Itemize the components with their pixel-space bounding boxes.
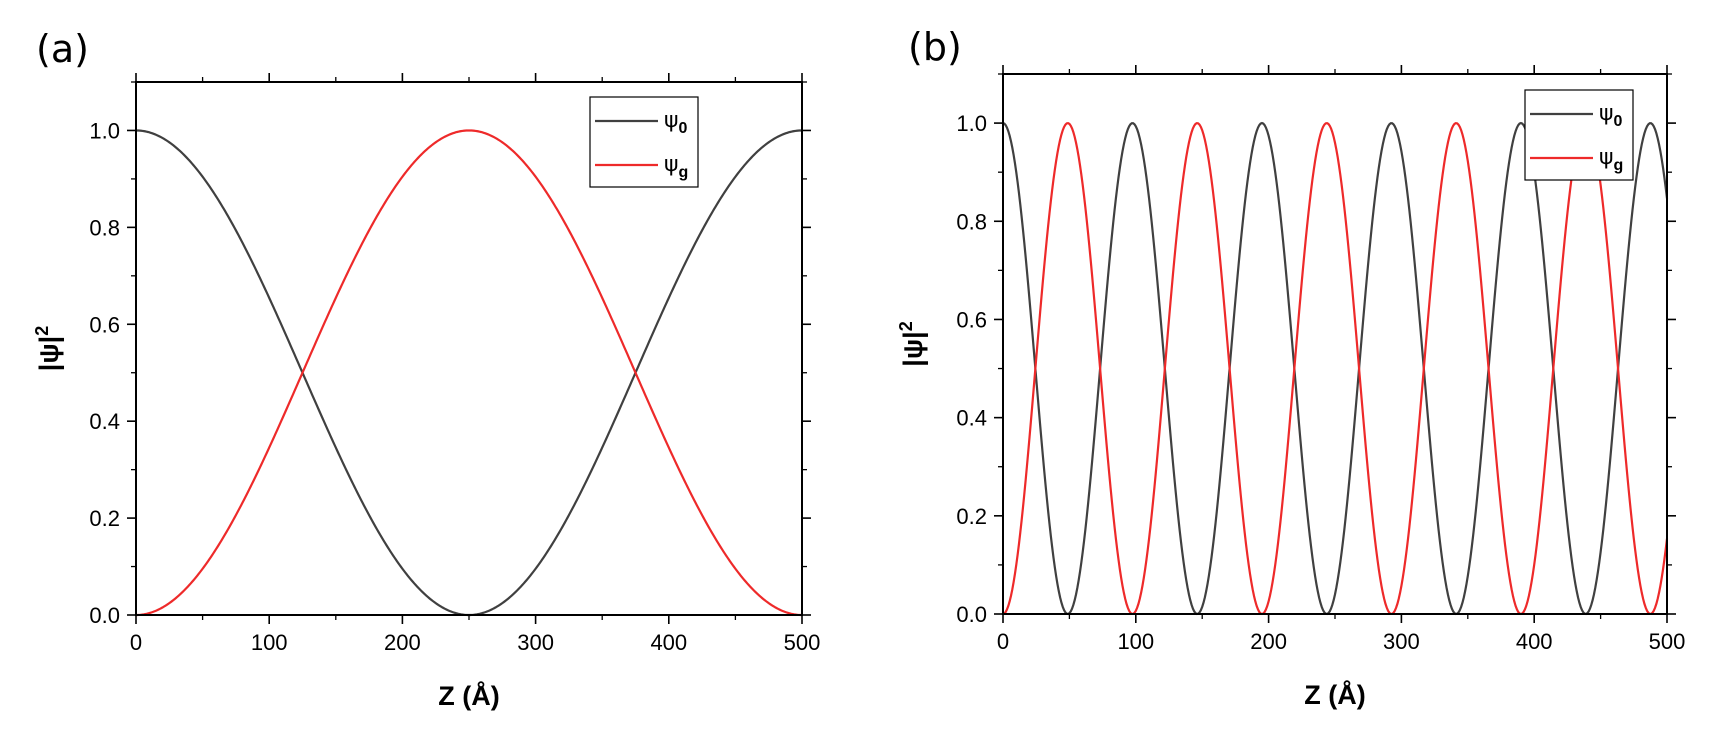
x-tick-label: 0 — [130, 630, 142, 655]
x-axis-title: Z (Å) — [1304, 679, 1365, 710]
x-tick-label: 100 — [251, 630, 288, 655]
y-tick-label: 0.6 — [89, 312, 120, 337]
x-axis-title: Z (Å) — [438, 680, 499, 711]
series-line-psi-0 — [1002, 121, 1669, 616]
series-line-psi-0 — [135, 129, 803, 617]
legend-box — [589, 96, 699, 188]
legend-sub: g — [679, 164, 689, 181]
legend-box — [1524, 89, 1634, 181]
y-axis-title-sup: 2 — [896, 321, 916, 331]
legend-label: ψ — [1599, 145, 1614, 170]
legend-entry-psi-g: ψg — [1599, 145, 1623, 174]
y-axis-title: |ψ|2 — [896, 321, 928, 366]
legend: ψ0 ψg — [589, 96, 699, 188]
legend-sub: 0 — [1614, 113, 1623, 130]
panel-label: (a) — [36, 27, 89, 71]
y-tick-label: 0.8 — [89, 215, 120, 240]
y-tick-label: 0.4 — [89, 409, 120, 434]
plot-frame — [135, 81, 803, 616]
legend-sub: g — [1614, 157, 1624, 174]
y-tick-label: 0.4 — [956, 406, 987, 431]
y-axis-title-base: |ψ| — [34, 336, 64, 371]
y-tick-label: 0.6 — [956, 307, 987, 332]
svg-text:|ψ|2: |ψ|2 — [896, 321, 928, 366]
y-axis-title-sup: 2 — [32, 326, 52, 336]
x-tick-label: 300 — [1383, 629, 1420, 654]
x-tick-label: 500 — [784, 630, 821, 655]
y-tick-label: 0.8 — [956, 209, 987, 234]
svg-text:|ψ|2: |ψ|2 — [32, 326, 64, 371]
panel-label: (b) — [908, 25, 962, 69]
legend-entry-psi-0: ψ0 — [664, 108, 688, 137]
y-tick-label: 0.2 — [89, 506, 120, 531]
legend-label: ψ — [1599, 101, 1614, 126]
legend-label: ψ — [664, 152, 679, 177]
x-tick-label: 500 — [1649, 629, 1686, 654]
panel-b: (b) 0 100 200 300 400 500 0.0 0.2 0.4 0.6 0.8 1.0 Z… — [896, 25, 1685, 710]
legend-sub: 0 — [679, 120, 688, 137]
series-line-psi-g — [1002, 121, 1669, 616]
y-axis-title-base: |ψ| — [898, 331, 928, 366]
x-tick-label: 0 — [997, 629, 1009, 654]
y-tick-label: 1.0 — [89, 118, 120, 143]
legend-entry-psi-g: ψg — [664, 152, 688, 181]
panel-a: (a) 0 100 200 300 400 500 0.0 0.2 0.4 0.6 0.8 1.0 Z… — [32, 27, 820, 711]
legend-label: ψ — [664, 108, 679, 133]
series-line-psi-g — [135, 129, 803, 617]
y-tick-label: 0.2 — [956, 504, 987, 529]
y-axis-title: |ψ|2 — [32, 326, 64, 371]
y-tick-label: 0.0 — [956, 602, 987, 627]
legend: ψ0 ψg — [1524, 89, 1634, 181]
x-tick-label: 200 — [384, 630, 421, 655]
x-tick-label: 100 — [1117, 629, 1154, 654]
y-tick-label: 0.0 — [89, 603, 120, 628]
y-tick-label: 1.0 — [956, 111, 987, 136]
legend-entry-psi-0: ψ0 — [1599, 101, 1623, 130]
x-tick-label: 200 — [1250, 629, 1287, 654]
x-tick-label: 300 — [517, 630, 554, 655]
x-tick-label: 400 — [650, 630, 687, 655]
x-tick-label: 400 — [1516, 629, 1553, 654]
